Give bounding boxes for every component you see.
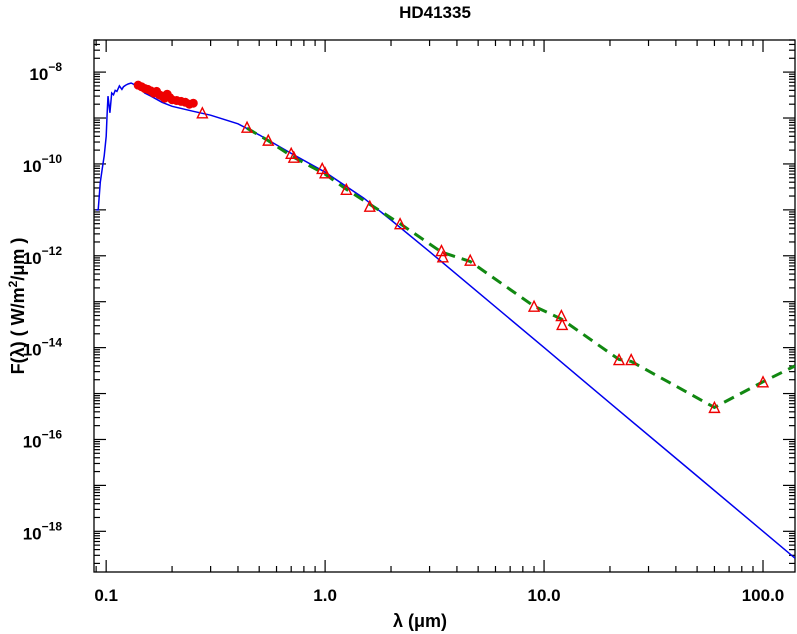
- x-axis-unit: (μm): [408, 611, 447, 631]
- y-tick-label: 10−14: [23, 336, 63, 360]
- photometry-triangle: [393, 217, 407, 230]
- uv-data-point: [188, 98, 198, 108]
- y-axis-label: F(λ) ( W/m2/μm ): [6, 238, 28, 375]
- x-axis-symbol: λ: [393, 611, 403, 631]
- data-series: [96, 80, 795, 559]
- photometry-triangle: [527, 299, 541, 312]
- y-tick-label: 10−12: [23, 244, 63, 268]
- photometry-triangle: [196, 106, 209, 119]
- chart-title: HD41335: [399, 3, 471, 22]
- x-tick-label: 100.0: [742, 586, 785, 605]
- model-spectrum-line: [96, 82, 795, 559]
- y-axis-label-exponent: 2: [6, 280, 20, 287]
- y-tick-label: 10−8: [29, 60, 62, 84]
- y-tick-label: 10−10: [23, 152, 63, 176]
- x-tick-label: 1.0: [313, 586, 337, 605]
- photometry-triangle: [464, 253, 477, 266]
- x-tick-label: 10.0: [528, 586, 561, 605]
- photometry-triangle: [625, 352, 638, 366]
- y-axis-label-unit: /μm ): [8, 238, 28, 281]
- photometry-triangle: [436, 250, 449, 263]
- photometry-triangle: [756, 375, 770, 388]
- plot-frame: [93, 39, 796, 573]
- x-axis-label: λ (μm): [393, 611, 447, 631]
- y-tick-label: 10−18: [23, 519, 63, 543]
- photometry-triangle: [287, 150, 301, 163]
- x-tick-labels: 0.1 1.0 10.0 100.0: [94, 586, 784, 605]
- y-tick-labels: 10−8 10−10 10−12 10−14 10−16 10−18: [23, 60, 63, 543]
- photometry-triangle: [708, 400, 721, 414]
- photometry-triangle: [262, 133, 275, 146]
- photometry-triangle: [240, 120, 254, 133]
- x-tick-label: 0.1: [94, 586, 118, 605]
- photometry-triangle: [340, 182, 353, 196]
- photometry-triangle: [556, 317, 569, 331]
- y-tick-label: 10−16: [23, 427, 63, 451]
- axis-ticks: [94, 39, 795, 572]
- photometry-triangle: [612, 352, 626, 366]
- plot-area: [93, 39, 796, 573]
- photometry-triangle: [363, 199, 376, 212]
- y-axis-label-main: F(λ) ( W/m: [8, 287, 28, 374]
- photometry-triangle: [318, 166, 332, 179]
- fit-dashed-line: [246, 126, 795, 410]
